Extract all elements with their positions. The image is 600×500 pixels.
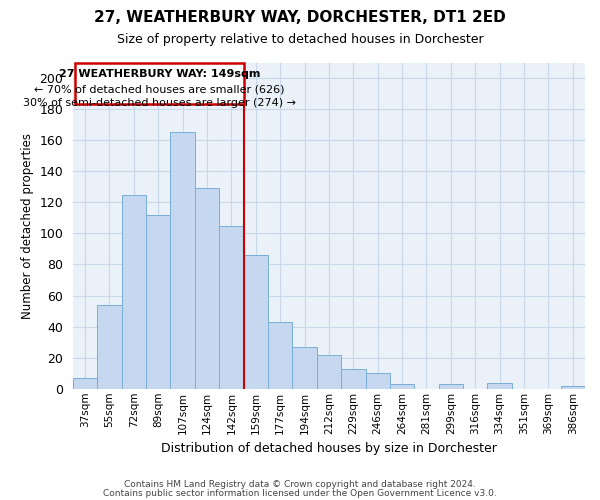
- Bar: [268, 322, 292, 389]
- Bar: [97, 305, 122, 389]
- Bar: [244, 255, 268, 389]
- Text: Size of property relative to detached houses in Dorchester: Size of property relative to detached ho…: [116, 32, 484, 46]
- Bar: [439, 384, 463, 389]
- Bar: [122, 194, 146, 389]
- Bar: [341, 368, 365, 389]
- X-axis label: Distribution of detached houses by size in Dorchester: Distribution of detached houses by size …: [161, 442, 497, 455]
- Bar: [219, 226, 244, 389]
- Bar: [73, 378, 97, 389]
- Text: 27, WEATHERBURY WAY, DORCHESTER, DT1 2ED: 27, WEATHERBURY WAY, DORCHESTER, DT1 2ED: [94, 10, 506, 25]
- Bar: [292, 347, 317, 389]
- Bar: [195, 188, 219, 389]
- Text: 27 WEATHERBURY WAY: 149sqm: 27 WEATHERBURY WAY: 149sqm: [59, 68, 260, 78]
- Bar: [560, 386, 585, 389]
- Text: 30% of semi-detached houses are larger (274) →: 30% of semi-detached houses are larger (…: [23, 98, 296, 108]
- Bar: [365, 373, 390, 389]
- Text: Contains HM Land Registry data © Crown copyright and database right 2024.: Contains HM Land Registry data © Crown c…: [124, 480, 476, 489]
- Text: ← 70% of detached houses are smaller (626): ← 70% of detached houses are smaller (62…: [34, 84, 285, 94]
- Bar: [390, 384, 414, 389]
- Bar: [146, 215, 170, 389]
- Bar: [317, 354, 341, 389]
- Bar: [487, 382, 512, 389]
- Text: Contains public sector information licensed under the Open Government Licence v3: Contains public sector information licen…: [103, 488, 497, 498]
- Bar: [170, 132, 195, 389]
- FancyBboxPatch shape: [76, 62, 244, 104]
- Y-axis label: Number of detached properties: Number of detached properties: [21, 132, 34, 318]
